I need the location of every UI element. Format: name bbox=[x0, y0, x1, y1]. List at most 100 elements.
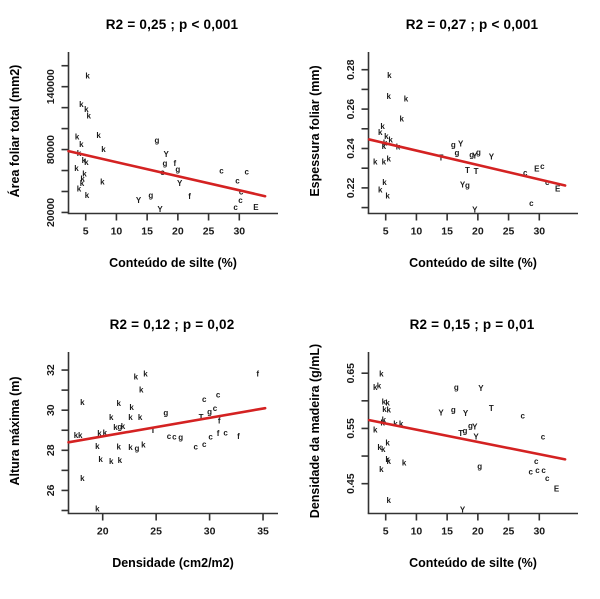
scatter-point: k bbox=[382, 397, 387, 406]
scatter-point: g bbox=[163, 408, 168, 417]
scatter-point: Y bbox=[472, 151, 478, 160]
scatter-point: g bbox=[148, 191, 153, 200]
scatter-point: k bbox=[79, 100, 84, 109]
x-tick-label: 10 bbox=[411, 226, 423, 238]
scatter-point: Y bbox=[489, 153, 495, 162]
scatter-point: g bbox=[163, 159, 168, 168]
x-tick-label: 5 bbox=[83, 226, 89, 238]
y-tick-label: 30 bbox=[45, 404, 57, 416]
scatter-point: k bbox=[138, 413, 143, 422]
x-axis-label: Conteúdo de silte (%) bbox=[409, 256, 537, 270]
scatter-point: Y bbox=[136, 196, 142, 205]
scatter-point: k bbox=[95, 442, 100, 451]
scatter-point: k bbox=[75, 133, 80, 142]
scatter-panel-densidade-madeira: R2 = 0,15 ; p = 0,01 Densidade da madeir… bbox=[300, 300, 600, 599]
scatter-point: k bbox=[84, 158, 89, 167]
scatter-point: c bbox=[528, 468, 533, 477]
scatter-point: k bbox=[404, 95, 409, 104]
x-tick-label: 30 bbox=[204, 526, 216, 538]
scatter-point: g bbox=[468, 422, 473, 431]
scatter-point: g bbox=[469, 150, 474, 159]
scatter-point: c bbox=[545, 474, 550, 483]
scatter-point: Y bbox=[472, 422, 478, 431]
x-axis-label: Densidade (cm2/m2) bbox=[112, 556, 234, 570]
y-tick-label: 0.22 bbox=[345, 178, 357, 199]
x-tick-label: 35 bbox=[257, 526, 269, 538]
scatter-point: k bbox=[128, 443, 133, 452]
panel-title: R2 = 0,12 ; p = 0,02 bbox=[109, 317, 235, 332]
scatter-point: g bbox=[477, 462, 482, 471]
regression-line bbox=[367, 138, 567, 187]
scatter-point: c bbox=[219, 167, 224, 176]
panel-title: R2 = 0,25 ; p < 0,001 bbox=[105, 17, 239, 32]
scatter-point: k bbox=[382, 142, 387, 151]
scatter-point: k bbox=[385, 191, 390, 200]
scatter-point: E bbox=[554, 484, 560, 493]
scatter-point: k bbox=[85, 191, 90, 200]
scatter-point: c bbox=[520, 412, 525, 421]
scatter-point: k bbox=[82, 156, 87, 165]
scatter-point: Y bbox=[157, 205, 163, 214]
scatter-point: f bbox=[173, 159, 176, 168]
scatter-point: k bbox=[143, 370, 148, 379]
y-tick-label: 0.28 bbox=[345, 59, 357, 80]
y-tick-label: 20000 bbox=[45, 198, 57, 227]
x-axis-label: Conteúdo de silte (%) bbox=[409, 556, 537, 570]
y-tick-label: 26 bbox=[45, 484, 57, 496]
panel-title: R2 = 0,27 ; p < 0,001 bbox=[405, 17, 539, 32]
x-tick-label: 15 bbox=[441, 526, 453, 538]
scatter-point: k bbox=[382, 405, 387, 414]
scatter-point: c bbox=[208, 432, 213, 441]
scatter-point: k bbox=[141, 440, 146, 449]
scatter-point: k bbox=[379, 370, 384, 379]
scatter-point: Y bbox=[458, 139, 464, 148]
scatter-point: k bbox=[79, 140, 84, 149]
scatter-point: k bbox=[118, 456, 123, 465]
scatter-point: k bbox=[129, 403, 134, 412]
scatter-point: k bbox=[100, 178, 105, 187]
scatter-point: k bbox=[74, 164, 79, 173]
scatter-point: k bbox=[98, 455, 103, 464]
scatter-point: f bbox=[188, 192, 191, 201]
scatter-point: k bbox=[139, 386, 144, 395]
scatter-point: k bbox=[96, 131, 101, 140]
x-tick-label: 30 bbox=[533, 226, 545, 238]
scatter-point: Y bbox=[438, 408, 444, 417]
scatter-point: k bbox=[373, 158, 378, 167]
x-tick-label: 30 bbox=[533, 526, 545, 538]
scatter-point: k bbox=[373, 426, 378, 435]
scatter-panel-altura-maxima: R2 = 0,12 ; p = 0,02 Altura máxima (m) D… bbox=[0, 300, 300, 599]
scatter-point: f bbox=[256, 370, 259, 379]
x-tick-label: 10 bbox=[111, 226, 123, 238]
scatter-point: k bbox=[384, 132, 389, 141]
scatter-point: k bbox=[84, 105, 89, 114]
scatter-point: g bbox=[451, 140, 456, 149]
scatter-point: k bbox=[380, 122, 385, 131]
x-tick-label: 15 bbox=[141, 226, 153, 238]
scatter-point: g bbox=[463, 426, 468, 435]
scatter-point: k bbox=[121, 422, 126, 431]
x-tick-label: 20 bbox=[472, 226, 484, 238]
scatter-point: k bbox=[377, 382, 382, 391]
x-tick-label: 5 bbox=[383, 526, 389, 538]
y-tick-label: 80000 bbox=[45, 135, 57, 164]
x-tick-label: 25 bbox=[203, 226, 215, 238]
scatter-point: k bbox=[80, 174, 85, 183]
scatter-point: k bbox=[80, 474, 85, 483]
scatter-point: c bbox=[535, 466, 540, 475]
scatter-point: k bbox=[82, 169, 87, 178]
y-tick-label: 0.26 bbox=[345, 99, 357, 120]
scatter-point: Y bbox=[473, 432, 479, 441]
scatter-point: f bbox=[237, 432, 240, 441]
scatter-point: k bbox=[109, 413, 114, 422]
scatter-point: k bbox=[382, 416, 387, 425]
scatter-point: k bbox=[80, 179, 85, 188]
scatter-point: k bbox=[387, 496, 392, 505]
y-tick-label: 0.55 bbox=[345, 418, 357, 439]
scatter-point: k bbox=[399, 115, 404, 124]
scatter-point: T bbox=[474, 167, 479, 176]
scatter-point: Y bbox=[478, 384, 484, 393]
